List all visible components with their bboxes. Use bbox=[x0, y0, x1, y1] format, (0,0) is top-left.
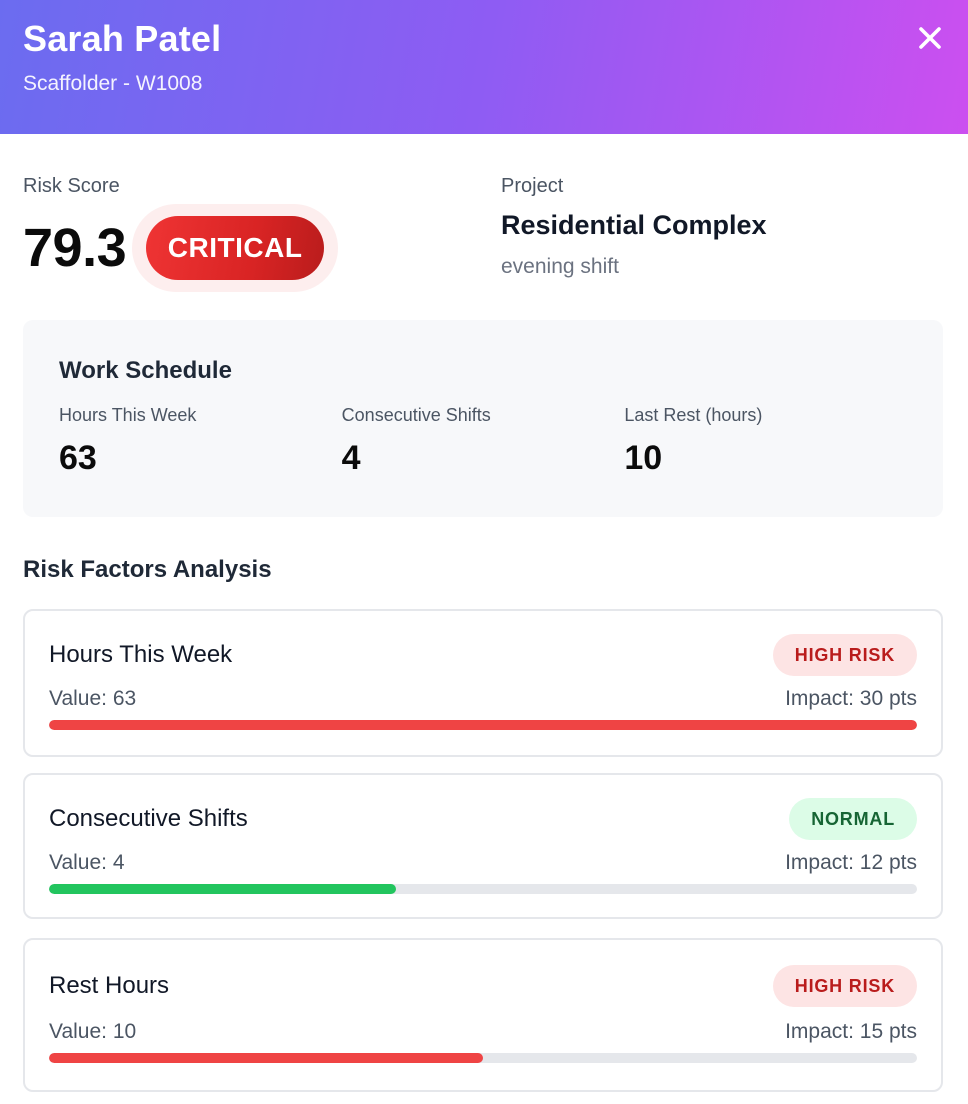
stat-value: 4 bbox=[341, 439, 361, 477]
status-badge: NORMAL bbox=[789, 798, 917, 840]
stat-label: Consecutive Shifts bbox=[341, 405, 491, 425]
progress-fill bbox=[49, 1053, 483, 1063]
progress-fill bbox=[49, 884, 397, 894]
risk-factor-card-hours: Hours This Week HIGH RISK Value: 63 Impa… bbox=[23, 609, 943, 757]
shift-label: evening shift bbox=[501, 255, 619, 278]
stat-label: Hours This Week bbox=[59, 405, 197, 425]
stat-value: 63 bbox=[59, 439, 97, 477]
status-badge: HIGH RISK bbox=[772, 634, 917, 676]
risk-score-block: Risk Score 79.3 CRITICAL bbox=[23, 174, 339, 292]
factor-impact: Impact: 15 pts bbox=[785, 1020, 917, 1043]
risk-factor-card-shifts: Consecutive Shifts NORMAL Value: 4 Impac… bbox=[23, 773, 943, 919]
project-label: Project bbox=[501, 175, 564, 197]
progress-track bbox=[49, 1053, 917, 1063]
work-schedule-card: Work Schedule Hours This Week 63 Consecu… bbox=[23, 320, 943, 517]
stat-label: Last Rest (hours) bbox=[624, 405, 763, 425]
factor-impact: Impact: 12 pts bbox=[785, 851, 917, 874]
project-block: Project Residential Complex evening shif… bbox=[501, 174, 767, 280]
factor-name: Hours This Week bbox=[49, 641, 233, 668]
factor-value: Value: 10 bbox=[49, 1020, 137, 1043]
factor-impact: Impact: 30 pts bbox=[785, 687, 917, 710]
worker-role: Scaffolder - W1008 bbox=[23, 72, 203, 95]
stat-last-rest: Last Rest (hours) 10 bbox=[624, 404, 907, 478]
close-button[interactable] bbox=[916, 24, 944, 52]
factor-name: Rest Hours bbox=[49, 972, 170, 999]
progress-fill bbox=[49, 720, 917, 730]
stat-value: 10 bbox=[624, 439, 663, 477]
risk-score-value: 79.3 bbox=[23, 218, 127, 278]
work-schedule-title: Work Schedule bbox=[59, 357, 232, 384]
project-name: Residential Complex bbox=[501, 210, 767, 240]
risk-factors-title: Risk Factors Analysis bbox=[23, 556, 272, 583]
risk-badge-halo: CRITICAL bbox=[132, 204, 339, 292]
factor-name: Consecutive Shifts bbox=[49, 805, 248, 832]
progress-track bbox=[49, 720, 917, 730]
risk-score-label: Risk Score bbox=[23, 175, 120, 197]
worker-name: Sarah Patel bbox=[23, 18, 222, 59]
status-badge: HIGH RISK bbox=[772, 965, 917, 1007]
stat-consecutive-shifts: Consecutive Shifts 4 bbox=[342, 404, 625, 478]
summary-section: Risk Score 79.3 CRITICAL Project Residen… bbox=[0, 134, 968, 320]
factor-value: Value: 4 bbox=[49, 851, 125, 874]
risk-factor-card-rest: Rest Hours HIGH RISK Value: 10 Impact: 1… bbox=[23, 938, 943, 1092]
factor-value: Value: 63 bbox=[49, 687, 137, 710]
progress-track bbox=[49, 884, 917, 894]
close-icon bbox=[919, 27, 941, 49]
modal-header: Sarah Patel Scaffolder - W1008 bbox=[0, 0, 968, 134]
stat-hours-this-week: Hours This Week 63 bbox=[59, 404, 342, 478]
risk-level-badge: CRITICAL bbox=[146, 216, 325, 280]
